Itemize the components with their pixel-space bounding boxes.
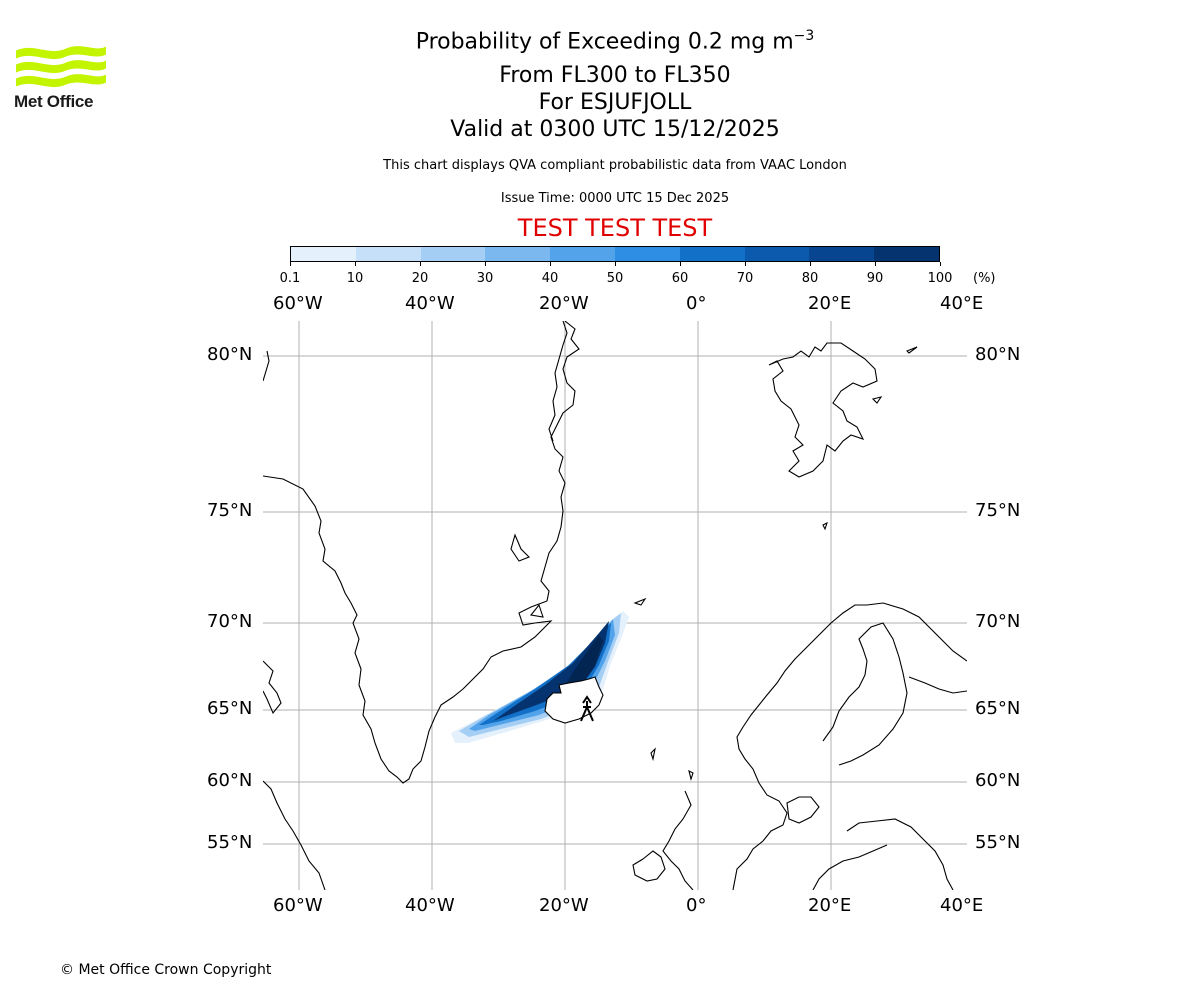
copyright-notice: © Met Office Crown Copyright: [60, 962, 272, 978]
lon-label-top: 20°W: [539, 293, 589, 314]
lon-label-bottom: 40°E: [940, 895, 984, 916]
colorbar-tick-mark: [875, 262, 876, 266]
issue-time: Issue Time: 0000 UTC 15 Dec 2025: [500, 191, 730, 206]
colorbar-unit: (%): [973, 271, 996, 286]
colorbar-tick-mark: [615, 262, 616, 266]
valid-time: Valid at 0300 UTC 15/12/2025: [450, 117, 780, 142]
map-panel[interactable]: [262, 320, 968, 891]
lat-label-left: 60°N: [207, 770, 253, 791]
colorbar-tick-label: 90: [866, 271, 884, 286]
svalbard-coast: [768, 342, 878, 478]
volcano-name: For ESJUFJOLL: [538, 90, 692, 115]
scandinavia-coast: [732, 602, 968, 891]
probability-colorbar: [290, 246, 940, 262]
lat-label-right: 65°N: [975, 698, 1021, 719]
colorbar-tick-label: 30: [476, 271, 494, 286]
colorbar-segment: [874, 247, 939, 261]
volcano-symbol-icon: [580, 695, 594, 722]
lat-label-left: 75°N: [207, 500, 253, 521]
lat-label-left: 80°N: [207, 344, 253, 365]
colorbar-tick-label: 40: [541, 271, 559, 286]
colorbar-segment: [485, 247, 551, 261]
colorbar-tick-mark: [940, 262, 941, 266]
lon-label-bottom: 20°W: [539, 895, 589, 916]
colorbar-tick-label: 60: [671, 271, 689, 286]
colorbar-segment: [291, 247, 356, 261]
colorbar-tick-mark: [810, 262, 811, 266]
colorbar-tick-mark: [550, 262, 551, 266]
lon-label-top: 20°E: [808, 293, 852, 314]
met-office-logo-icon: [16, 46, 106, 88]
lon-label-bottom: 20°E: [808, 895, 852, 916]
colorbar-segment: [679, 247, 745, 261]
lon-label-top: 60°W: [273, 293, 323, 314]
lon-label-bottom: 40°W: [405, 895, 455, 916]
lon-label-top: 40°E: [940, 293, 984, 314]
lon-label-top: 0°: [686, 293, 707, 314]
lat-label-right: 70°N: [975, 611, 1021, 632]
test-banner: TEST TEST TEST: [517, 214, 713, 242]
graticule: [263, 321, 967, 890]
colorbar-segment: [614, 247, 680, 261]
colorbar-segment: [744, 247, 810, 261]
lat-label-left: 55°N: [207, 832, 253, 853]
ash-probability-plume: [451, 611, 629, 743]
lat-label-left: 65°N: [207, 698, 253, 719]
colorbar-tick-mark: [290, 262, 291, 266]
lat-label-right: 55°N: [975, 832, 1021, 853]
colorbar-tick-mark: [355, 262, 356, 266]
colorbar-tick-label: 70: [736, 271, 754, 286]
colorbar-tick-mark: [485, 262, 486, 266]
lon-label-bottom: 60°W: [273, 895, 323, 916]
colorbar-tick-label: 0.1: [279, 271, 301, 286]
colorbar-segment: [809, 247, 875, 261]
colorbar-tick-mark: [680, 262, 681, 266]
lon-label-bottom: 0°: [686, 895, 707, 916]
colorbar-tick-mark: [420, 262, 421, 266]
colorbar-segment: [550, 247, 615, 261]
lat-label-right: 60°N: [975, 770, 1021, 791]
logo-text: Met Office: [14, 92, 94, 111]
colorbar-segment: [420, 247, 486, 261]
colorbar-tick-label: 10: [346, 271, 364, 286]
lon-label-top: 40°W: [405, 293, 455, 314]
lat-label-right: 75°N: [975, 500, 1021, 521]
chart-description: This chart displays QVA compliant probab…: [383, 158, 847, 173]
flight-level-range: From FL300 to FL350: [499, 63, 731, 88]
lat-label-right: 80°N: [975, 344, 1021, 365]
colorbar-tick-label: 100: [927, 271, 953, 286]
colorbar-tick-label: 80: [801, 271, 819, 286]
colorbar-tick-label: 20: [411, 271, 429, 286]
british-isles-coast: [662, 790, 694, 891]
lat-label-left: 70°N: [207, 611, 253, 632]
colorbar-tick-mark: [745, 262, 746, 266]
colorbar-tick-label: 50: [606, 271, 624, 286]
colorbar-segment: [355, 247, 421, 261]
chart-title: Probability of Exceeding 0.2 mg m−3: [415, 28, 815, 55]
greenland-coast: [262, 320, 580, 784]
